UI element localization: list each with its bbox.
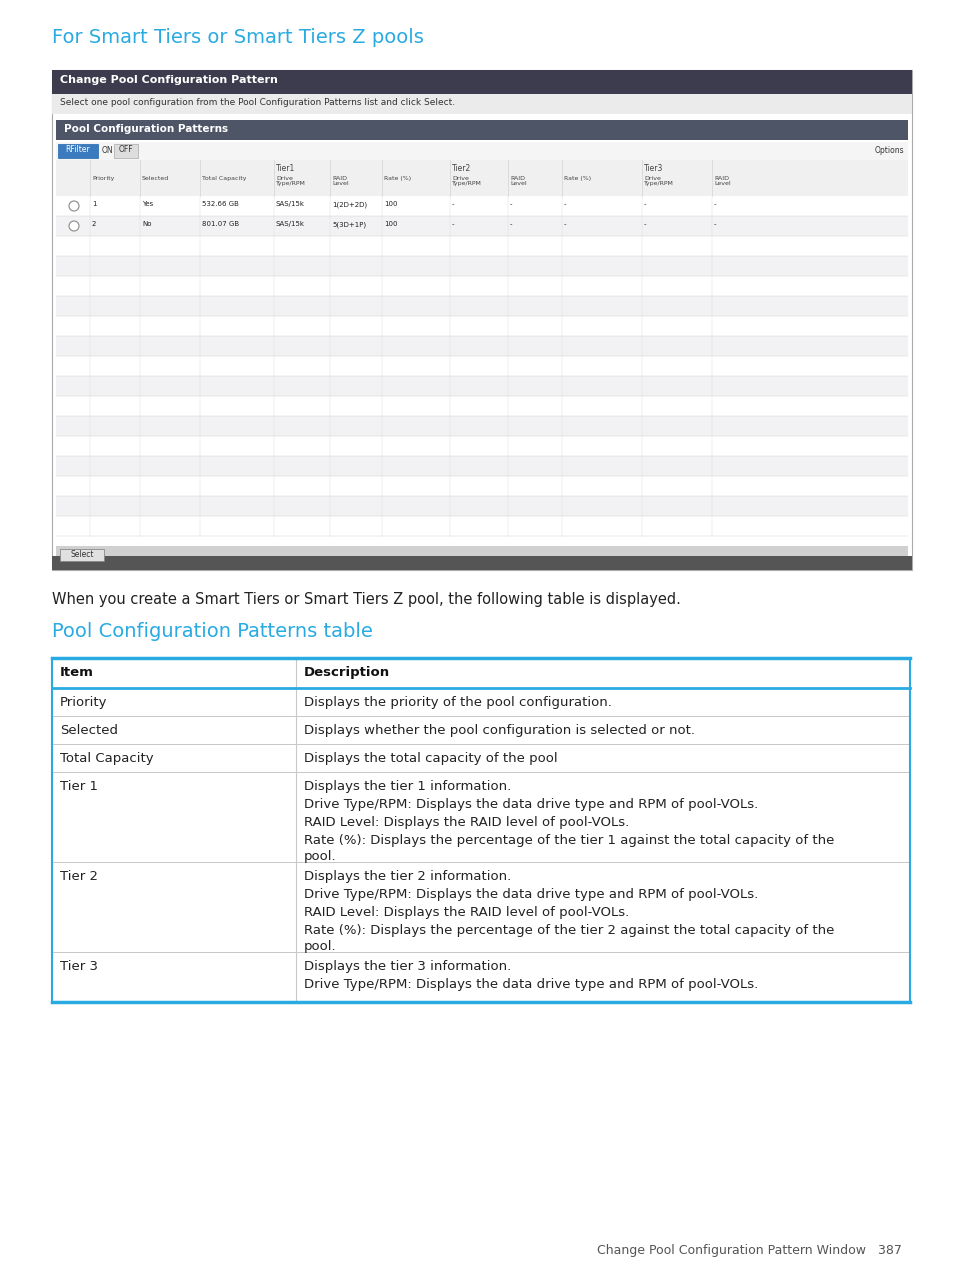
Text: Pool Configuration Patterns table: Pool Configuration Patterns table [52,622,373,641]
Text: Rate (%): Displays the percentage of the tier 1 against the total capacity of th: Rate (%): Displays the percentage of the… [304,834,834,863]
Text: -: - [452,201,454,207]
Text: Drive
Type/RPM: Drive Type/RPM [643,175,673,187]
Text: ON: ON [102,146,113,155]
Text: -: - [452,221,454,228]
Bar [56,516,907,536]
Bar [56,547,907,564]
Text: Tier 2: Tier 2 [60,871,98,883]
Text: Drive Type/RPM: Displays the data drive type and RPM of pool-VOLs.: Drive Type/RPM: Displays the data drive … [304,798,758,811]
Text: RFilter: RFilter [66,145,91,154]
Bar [56,276,907,296]
Text: Tier 3: Tier 3 [60,960,98,974]
Text: Priority: Priority [60,697,108,709]
Text: Yes: Yes [142,201,153,207]
Bar [113,144,138,158]
Text: When you create a Smart Tiers or Smart Tiers Z pool, the following table is disp: When you create a Smart Tiers or Smart T… [52,592,680,608]
Bar [56,356,907,376]
Bar [56,196,907,216]
Text: 801.07 GB: 801.07 GB [202,221,239,228]
Text: Drive
Type/RPM: Drive Type/RPM [452,175,481,187]
Text: Displays the tier 3 information.: Displays the tier 3 information. [304,960,511,974]
Bar [56,477,907,496]
Bar [56,142,907,160]
Text: Drive Type/RPM: Displays the data drive type and RPM of pool-VOLs.: Drive Type/RPM: Displays the data drive … [304,977,758,991]
Text: Select one pool configuration from the Pool Configuration Patterns list and clic: Select one pool configuration from the P… [60,98,455,107]
Text: Displays the priority of the pool configuration.: Displays the priority of the pool config… [304,697,611,709]
Text: Rate (%): Displays the percentage of the tier 2 against the total capacity of th: Rate (%): Displays the percentage of the… [304,924,834,953]
Bar [52,94,911,114]
Bar [56,456,907,477]
Text: -: - [510,221,512,228]
Bar [52,555,911,569]
Text: Drive Type/RPM: Displays the data drive type and RPM of pool-VOLs.: Drive Type/RPM: Displays the data drive … [304,888,758,901]
Text: Select: Select [71,550,93,559]
Bar [56,336,907,356]
Text: -: - [713,221,716,228]
Text: Description: Description [304,666,390,679]
Text: 1(2D+2D): 1(2D+2D) [332,201,367,207]
Text: 532.66 GB: 532.66 GB [202,201,238,207]
Bar [56,376,907,397]
Text: 1: 1 [91,201,96,207]
Text: Total Capacity: Total Capacity [202,175,246,180]
Text: Options: Options [874,146,903,155]
Text: Displays the total capacity of the pool: Displays the total capacity of the pool [304,752,558,765]
Bar [60,549,104,561]
Text: 5(3D+1P): 5(3D+1P) [332,221,366,228]
Bar [56,436,907,456]
Text: Displays whether the pool configuration is selected or not.: Displays whether the pool configuration … [304,724,695,737]
Text: Tier1: Tier1 [275,164,294,173]
Bar [56,416,907,436]
Text: Pool Configuration Patterns: Pool Configuration Patterns [64,125,228,133]
Text: Change Pool Configuration Pattern: Change Pool Configuration Pattern [60,75,277,85]
Text: For Smart Tiers or Smart Tiers Z pools: For Smart Tiers or Smart Tiers Z pools [52,28,423,47]
Text: Selected: Selected [142,175,169,180]
Text: Displays the tier 1 information.: Displays the tier 1 information. [304,780,511,793]
Text: Tier 1: Tier 1 [60,780,98,793]
Text: Displays the tier 2 information.: Displays the tier 2 information. [304,871,511,883]
Text: SAS/15k: SAS/15k [275,201,305,207]
Text: RAID Level: Displays the RAID level of pool-VOLs.: RAID Level: Displays the RAID level of p… [304,906,629,919]
Text: -: - [563,221,566,228]
Bar [56,255,907,276]
Text: Tier2: Tier2 [452,164,471,173]
Text: Priority: Priority [91,175,114,180]
Text: Rate (%): Rate (%) [384,175,411,180]
Text: Item: Item [60,666,93,679]
Text: Change Pool Configuration Pattern Window   387: Change Pool Configuration Pattern Window… [597,1244,901,1257]
Bar [56,119,907,140]
Text: Drive
Type/RPM: Drive Type/RPM [275,175,306,187]
Text: Selected: Selected [60,724,118,737]
Text: No: No [142,221,152,228]
Text: SAS/15k: SAS/15k [275,221,305,228]
Text: -: - [510,201,512,207]
Text: RAID
Level: RAID Level [332,175,348,187]
Bar [56,216,907,236]
Bar [56,496,907,516]
Bar [56,236,907,255]
Text: Rate (%): Rate (%) [563,175,591,180]
Bar [56,397,907,416]
Circle shape [69,221,79,231]
Bar [56,160,907,196]
Bar [56,296,907,316]
Bar [52,70,911,569]
Text: -: - [563,201,566,207]
Text: 100: 100 [384,201,397,207]
Bar [58,144,98,158]
Text: OFF: OFF [118,145,133,154]
Text: RAID
Level: RAID Level [510,175,526,187]
Text: -: - [643,221,646,228]
Text: RAID
Level: RAID Level [713,175,730,187]
Text: 2: 2 [91,221,96,228]
Text: -: - [713,201,716,207]
Text: -: - [643,201,646,207]
Bar [56,316,907,336]
Text: 100: 100 [384,221,397,228]
Text: Tier3: Tier3 [643,164,662,173]
Text: RAID Level: Displays the RAID level of pool-VOLs.: RAID Level: Displays the RAID level of p… [304,816,629,829]
Text: Total Capacity: Total Capacity [60,752,153,765]
Circle shape [69,201,79,211]
Bar [52,70,911,94]
